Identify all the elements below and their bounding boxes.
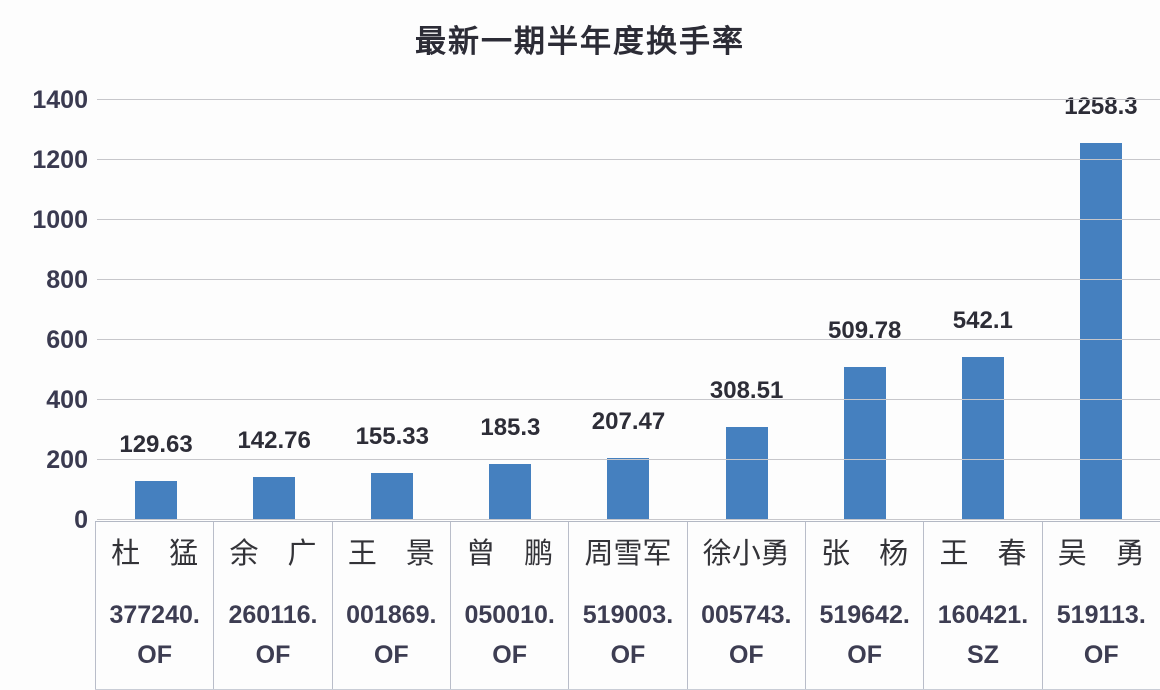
x-axis-category-cell: 曾 鹏 050010. OF bbox=[449, 522, 568, 689]
bar bbox=[725, 427, 768, 520]
manager-name: 周雪军 bbox=[584, 536, 672, 570]
bar bbox=[843, 367, 886, 520]
manager-name: 王 景 bbox=[347, 536, 435, 570]
bar-value-label: 142.76 bbox=[237, 427, 311, 455]
gridline-y-0 bbox=[97, 519, 1160, 520]
fund-code-suffix: OF bbox=[492, 641, 527, 669]
bar bbox=[371, 473, 414, 520]
fund-code: 160421. bbox=[937, 601, 1029, 629]
bar-column: 542.1 bbox=[924, 100, 1042, 520]
bar-column: 1258.3 bbox=[1042, 93, 1160, 520]
plot-area: 129.63 142.76 155.33 185.3 207.47 308.51 509.7… bbox=[97, 93, 1160, 520]
gridline-y-800 bbox=[97, 279, 1160, 280]
x-axis-category-cell: 周雪军 519003. OF bbox=[568, 522, 686, 689]
fund-code-suffix: OF bbox=[1083, 641, 1119, 669]
bar bbox=[135, 481, 178, 520]
bar-column: 142.76 bbox=[215, 100, 333, 520]
bar bbox=[489, 464, 532, 520]
fund-code: 050010. bbox=[464, 601, 555, 629]
y-axis-tick-label: 1200 bbox=[32, 146, 88, 174]
fund-code: 001869. bbox=[346, 601, 437, 629]
gridline-y-1200 bbox=[97, 159, 1160, 160]
y-axis-tick-label: 400 bbox=[46, 386, 88, 414]
x-axis-category-cell: 杜 猛 377240. OF bbox=[95, 522, 213, 689]
fund-code-suffix: OF bbox=[728, 641, 764, 669]
manager-name: 曾 鹏 bbox=[466, 536, 554, 570]
manager-name: 杜 猛 bbox=[111, 536, 199, 570]
bar-value-label: 207.47 bbox=[591, 407, 666, 435]
manager-name: 余 广 bbox=[229, 536, 317, 570]
fund-code-suffix: OF bbox=[137, 641, 173, 669]
bar-value-label: 509.78 bbox=[828, 317, 902, 345]
fund-code-suffix: OF bbox=[373, 641, 409, 669]
bar-value-label: 185.3 bbox=[480, 414, 541, 442]
fund-code: 005743. bbox=[701, 601, 792, 629]
x-axis-category-cell: 徐小勇 005743. OF bbox=[686, 522, 805, 689]
chart-title: 最新一期半年度换手率 bbox=[415, 24, 745, 60]
fund-code-suffix: OF bbox=[610, 641, 646, 669]
x-axis-category-cell: 余 广 260116. OF bbox=[213, 522, 331, 689]
manager-name: 王 春 bbox=[939, 536, 1027, 570]
bar-value-label: 129.63 bbox=[119, 431, 193, 459]
fund-code-suffix: OF bbox=[255, 641, 291, 669]
manager-name: 吴 勇 bbox=[1057, 536, 1145, 570]
bar-value-label: 155.33 bbox=[355, 423, 429, 451]
bar-value-label: 542.1 bbox=[952, 307, 1013, 335]
bar bbox=[1079, 142, 1122, 520]
y-axis-tick-label: 1000 bbox=[32, 206, 88, 234]
y-axis-tick-label: 1400 bbox=[32, 86, 88, 114]
y-axis-tick-label: 800 bbox=[46, 266, 88, 294]
bar-column: 155.33 bbox=[333, 100, 451, 520]
bar bbox=[961, 357, 1004, 520]
x-axis-label-table: 杜 猛 377240. OF 余 广 260116. OF 王 景 001869. OF 曾 鹏 0… bbox=[95, 521, 1160, 690]
fund-code: 519642. bbox=[819, 601, 910, 629]
gridline-y-1400 bbox=[97, 99, 1160, 100]
bar bbox=[607, 457, 650, 520]
manager-name: 徐小勇 bbox=[702, 536, 790, 570]
manager-name: 张 杨 bbox=[821, 536, 909, 570]
fund-code: 519003. bbox=[582, 601, 674, 629]
bar-value-label: 1258.3 bbox=[1064, 92, 1138, 120]
x-axis-category-cell: 王 景 001869. OF bbox=[331, 522, 450, 689]
gridline-y-600 bbox=[97, 339, 1160, 340]
x-axis-category-cell: 吴 勇 519113. OF bbox=[1041, 522, 1160, 689]
fund-code-suffix: OF bbox=[847, 641, 882, 669]
fund-code: 377240. bbox=[109, 601, 200, 629]
y-axis-tick-label: 0 bbox=[74, 506, 88, 534]
gridline-y-400 bbox=[97, 399, 1160, 400]
y-axis-tick-label: 200 bbox=[46, 446, 88, 474]
fund-code: 519113. bbox=[1056, 601, 1146, 629]
bar-column: 207.47 bbox=[569, 100, 687, 520]
fund-code-suffix: SZ bbox=[966, 641, 999, 669]
y-axis-tick-label: 600 bbox=[46, 326, 88, 354]
bar-column: 509.78 bbox=[806, 100, 924, 520]
bar-column: 308.51 bbox=[688, 100, 806, 520]
bars-container: 129.63 142.76 155.33 185.3 207.47 308.51 509.7… bbox=[97, 93, 1160, 520]
bar-column: 185.3 bbox=[451, 100, 569, 520]
bar bbox=[253, 477, 296, 520]
x-axis-category-cell: 王 春 160421. SZ bbox=[923, 522, 1041, 689]
bar-value-label: 308.51 bbox=[709, 377, 784, 405]
gridline-y-200 bbox=[97, 459, 1160, 460]
bar-column: 129.63 bbox=[97, 100, 215, 520]
fund-code: 260116. bbox=[228, 601, 318, 629]
gridline-y-1000 bbox=[97, 219, 1160, 220]
x-axis-category-cell: 张 杨 519642. OF bbox=[804, 522, 923, 689]
